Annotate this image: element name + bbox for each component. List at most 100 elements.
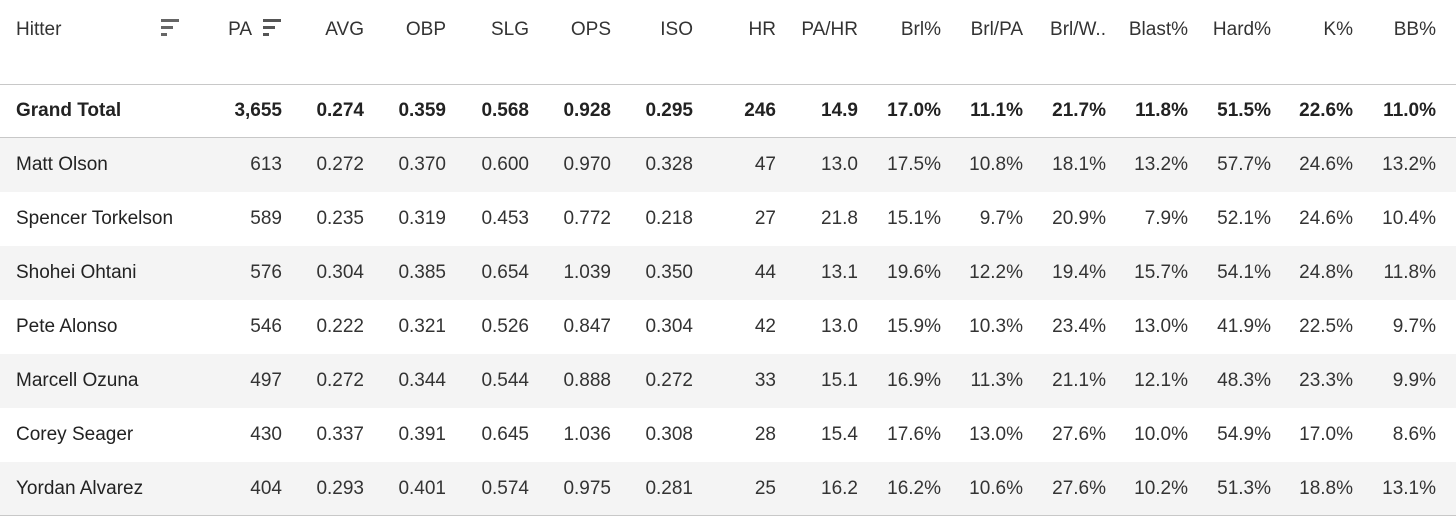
stat-cell: 0.544: [481, 370, 529, 391]
stat-cell: 0.526: [481, 316, 529, 337]
column-header[interactable]: ISO: [660, 19, 693, 40]
hitter-name: Corey Seager: [16, 424, 134, 445]
stat-cell: 0.847: [563, 316, 611, 337]
stat-cell: 0.888: [563, 370, 611, 391]
stat-cell: 0.391: [398, 424, 446, 445]
stat-cell: 9.7%: [1392, 316, 1436, 337]
stat-cell: 0.975: [563, 478, 611, 499]
hitter-name: Marcell Ozuna: [16, 370, 139, 391]
column-header[interactable]: AVG: [325, 19, 364, 40]
stat-cell: 0.235: [316, 208, 364, 229]
stat-cell: 13.2%: [1382, 154, 1436, 175]
stat-cell: 404: [250, 478, 282, 499]
row-background: [0, 354, 1456, 408]
stat-cell: 15.1%: [887, 208, 941, 229]
column-header[interactable]: Hitter: [16, 19, 62, 40]
stat-cell: 0.272: [645, 370, 693, 391]
stat-cell: 0.272: [316, 154, 364, 175]
stat-cell: 0.654: [481, 262, 529, 283]
stat-cell: 0.385: [398, 262, 446, 283]
stat-cell: 17.6%: [887, 424, 941, 445]
stat-cell: 589: [250, 208, 282, 229]
column-header[interactable]: PA/HR: [801, 19, 858, 40]
stat-cell: 16.2%: [887, 478, 941, 499]
stat-cell: 51.3%: [1217, 478, 1271, 499]
total-cell: 11.0%: [1383, 100, 1436, 121]
stat-cell: 10.6%: [969, 478, 1023, 499]
hitter-name: Matt Olson: [16, 154, 108, 175]
total-cell: 51.5%: [1217, 100, 1271, 121]
stat-cell: 42: [754, 316, 776, 337]
stat-cell: 0.272: [316, 370, 364, 391]
stat-cell: 0.350: [645, 262, 693, 283]
stat-cell: 12.2%: [969, 262, 1023, 283]
sort-icon[interactable]: [161, 19, 181, 37]
stat-cell: 0.304: [645, 316, 693, 337]
stat-cell: 16.9%: [887, 370, 941, 391]
total-cell: 246: [744, 100, 776, 121]
stat-cell: 12.1%: [1134, 370, 1188, 391]
total-cell: 21.7%: [1052, 100, 1106, 121]
stat-cell: 0.281: [645, 478, 693, 499]
total-cell: 0.928: [563, 100, 611, 121]
stat-cell: 57.7%: [1217, 154, 1271, 175]
stat-cell: 27: [754, 208, 776, 229]
total-cell: 0.568: [481, 100, 529, 121]
stat-cell: 0.574: [481, 478, 529, 499]
stat-cell: 8.6%: [1392, 424, 1436, 445]
stat-cell: 13.0: [821, 316, 858, 337]
stat-cell: 9.7%: [979, 208, 1023, 229]
stat-cell: 21.8: [821, 208, 858, 229]
stat-cell: 18.1%: [1052, 154, 1106, 175]
stat-cell: 15.9%: [887, 316, 941, 337]
column-header[interactable]: Brl%: [900, 19, 941, 40]
row-background: [0, 138, 1456, 192]
stat-cell: 41.9%: [1217, 316, 1271, 337]
stat-cell: 18.8%: [1299, 478, 1353, 499]
stat-cell: 0.319: [398, 208, 446, 229]
column-header[interactable]: Blast%: [1128, 19, 1188, 40]
stat-cell: 0.600: [481, 154, 529, 175]
stat-cell: 17.0%: [1299, 424, 1353, 445]
stat-cell: 576: [250, 262, 282, 283]
total-cell: 11.8%: [1135, 100, 1188, 121]
stat-cell: 16.2: [821, 478, 858, 499]
column-header[interactable]: SLG: [490, 19, 529, 40]
stat-cell: 25: [754, 478, 776, 499]
stat-cell: 10.4%: [1382, 208, 1436, 229]
stat-cell: 0.222: [316, 316, 364, 337]
stat-cell: 11.8%: [1383, 262, 1436, 283]
stat-cell: 48.3%: [1217, 370, 1271, 391]
stat-cell: 0.453: [481, 208, 529, 229]
stat-cell: 23.4%: [1052, 316, 1106, 337]
column-header[interactable]: PA: [228, 19, 252, 40]
column-header[interactable]: Brl/PA: [970, 19, 1023, 40]
column-header[interactable]: Brl/W..: [1050, 19, 1106, 40]
column-header[interactable]: Hard%: [1212, 19, 1271, 40]
stat-cell: 15.4: [821, 424, 858, 445]
stat-cell: 0.328: [645, 154, 693, 175]
total-cell: 11.1%: [970, 100, 1023, 121]
stat-cell: 1.039: [563, 262, 611, 283]
row-background: [0, 462, 1456, 516]
stat-cell: 52.1%: [1217, 208, 1271, 229]
header-rule: [0, 84, 1456, 85]
stat-cell: 21.1%: [1052, 370, 1106, 391]
column-header[interactable]: OBP: [405, 19, 446, 40]
stat-cell: 0.337: [316, 424, 364, 445]
column-header[interactable]: BB%: [1393, 19, 1436, 40]
sort-icon[interactable]: [263, 19, 283, 37]
column-header[interactable]: K%: [1323, 19, 1353, 40]
stat-cell: 497: [250, 370, 282, 391]
stat-cell: 15.1: [821, 370, 858, 391]
stat-cell: 9.9%: [1392, 370, 1436, 391]
stat-cell: 47: [754, 154, 776, 175]
stat-cell: 613: [250, 154, 282, 175]
column-header[interactable]: OPS: [570, 19, 611, 40]
hitter-name: Pete Alonso: [16, 316, 118, 337]
total-cell: 14.9: [821, 100, 858, 121]
total-cell: 0.274: [316, 100, 364, 121]
stat-cell: 10.2%: [1134, 478, 1188, 499]
column-header[interactable]: HR: [748, 19, 776, 40]
